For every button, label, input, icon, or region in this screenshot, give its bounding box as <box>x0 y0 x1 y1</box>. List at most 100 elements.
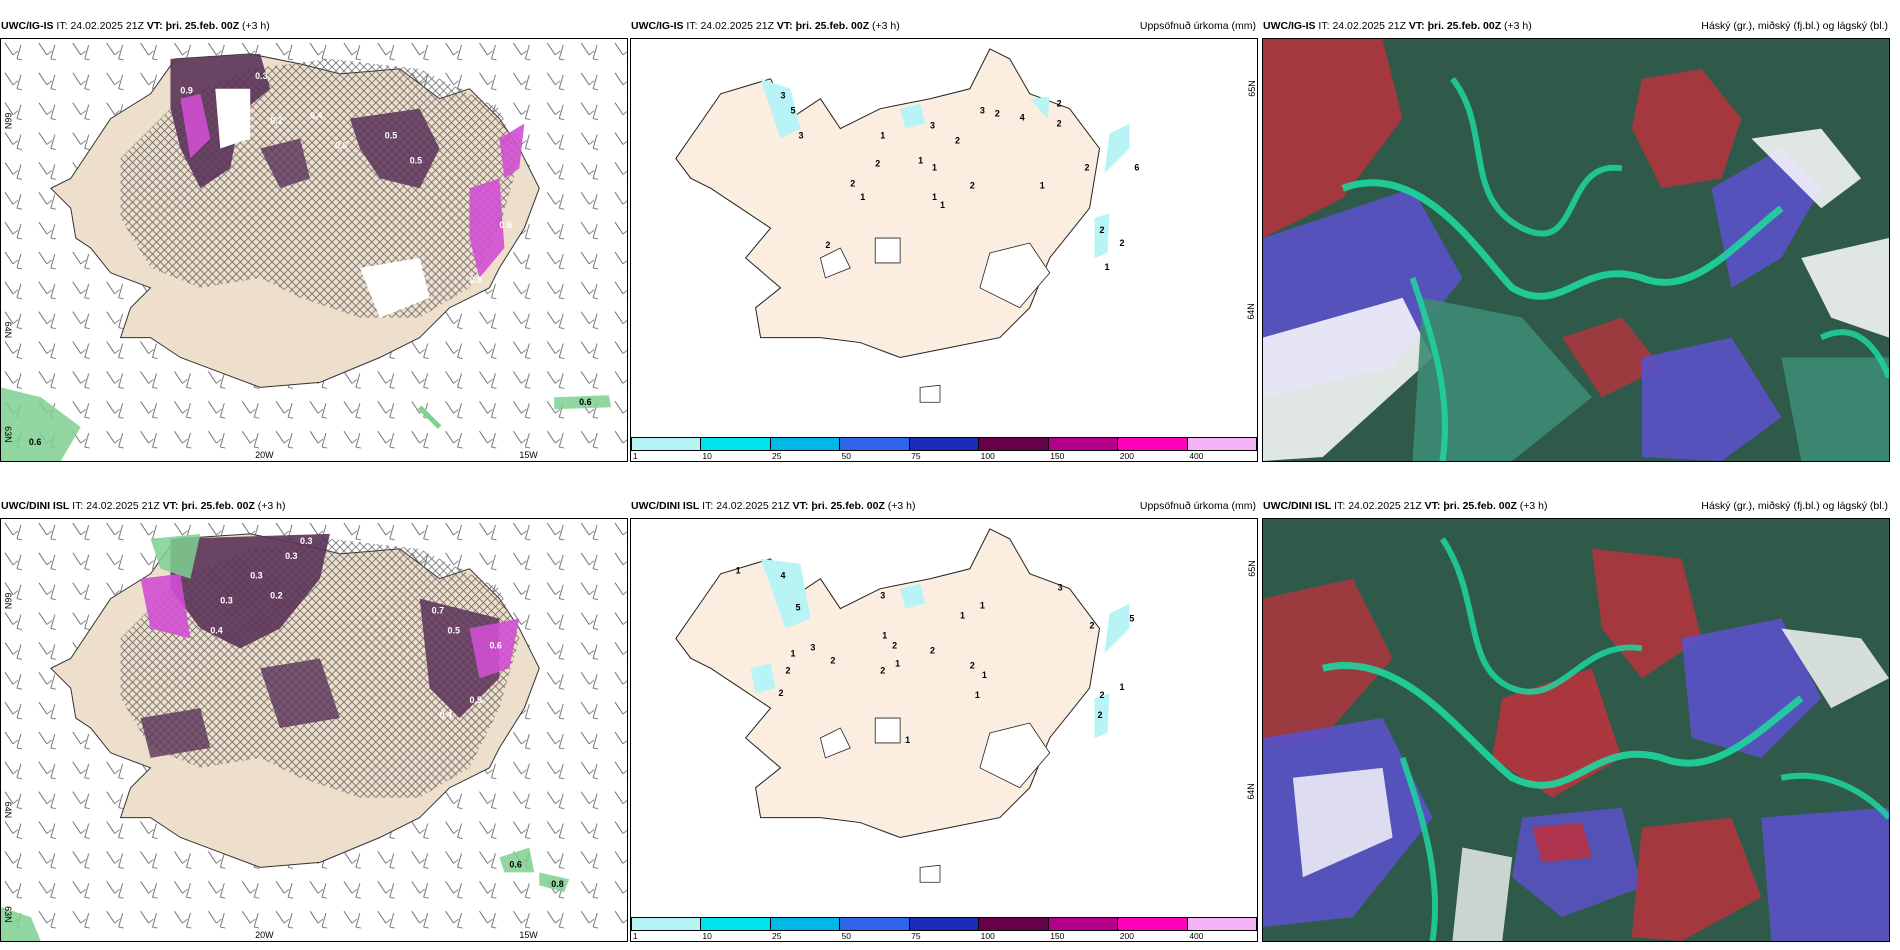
green-blob <box>554 395 612 410</box>
green-value: 0.6 <box>29 437 41 447</box>
colorbar-swatch <box>1048 438 1119 450</box>
lon-label: 15W <box>519 930 538 940</box>
colorbar-tick: 75 <box>911 931 921 941</box>
colorbar-swatch <box>701 918 771 930</box>
colorbar-swatch <box>701 438 771 450</box>
svg-text:2: 2 <box>1100 225 1105 235</box>
glacier-white <box>874 237 901 264</box>
svg-text:1: 1 <box>1040 180 1045 190</box>
map-iceland-precip-type: 0.3 0.3 0.3 0.2 0.4 0.3 0.5 0.7 0.6 0.5 … <box>1 519 627 941</box>
map-frame: 1 4 5 3 2 1 2 2 3 1 2 2 3 1 1 2 1 2 2 1 <box>630 518 1258 942</box>
colorbar-tick: 100 <box>980 451 995 461</box>
colorbar-tick: 1 <box>632 451 638 461</box>
panel-header: UWC/IG-IS IT: 24.02.2025 21Z VT: þri. 25… <box>631 20 900 32</box>
rain-magenta <box>260 658 340 729</box>
svg-text:2: 2 <box>930 645 935 655</box>
panel-header: UWC/DINI ISL IT: 24.02.2025 21Z VT: þri.… <box>631 500 916 512</box>
precip-value: 0.3 <box>300 536 312 546</box>
rain-magenta <box>140 708 211 758</box>
svg-text:2: 2 <box>779 688 784 698</box>
cyan-precip <box>1104 603 1130 654</box>
precip-value: 0.3 <box>285 551 297 561</box>
panel-title: Háský (gr.), miðský (fj.bl.) og lágský (… <box>1701 500 1888 512</box>
svg-text:2: 2 <box>1100 690 1105 700</box>
cyan-precip <box>1104 123 1130 174</box>
svg-text:1: 1 <box>905 735 910 745</box>
colorbar-tick: 75 <box>911 451 921 461</box>
colorbar-tick: 25 <box>771 451 782 461</box>
colorbar-tick: 200 <box>1119 451 1134 461</box>
panel-header: UWC/DINI ISL IT: 24.02.2025 21Z VT: þri.… <box>1263 500 1548 512</box>
green-value: 0.8 <box>551 879 563 889</box>
map-frame: 0.3 0.3 0.3 0.2 0.4 0.3 0.5 0.7 0.6 0.5 … <box>0 518 628 942</box>
svg-text:1: 1 <box>960 611 965 621</box>
map-iceland-accum: 1 4 5 3 2 1 2 2 3 1 2 2 3 1 1 2 1 2 2 1 <box>675 528 1257 883</box>
precip-value: 0.6 <box>499 220 511 230</box>
rain-magenta <box>469 178 505 278</box>
precip-value: 0.7 <box>432 606 444 616</box>
colorbar-swatch <box>840 438 910 450</box>
svg-text:1: 1 <box>975 690 980 700</box>
precip-values: 3 5 3 1 3 2 3 2 4 2 2 1 1 2 2 6 1 1 2 1 <box>781 91 1140 272</box>
svg-text:1: 1 <box>880 131 885 141</box>
colorbar-tick: 10 <box>702 451 712 461</box>
lat-label: 64N <box>1246 303 1256 319</box>
panel-header: UWC/DINI ISL IT: 24.02.2025 21Z VT: þri.… <box>1 500 286 512</box>
svg-text:1: 1 <box>918 155 923 165</box>
colorbar-tick: 150 <box>1050 451 1065 461</box>
glacier-white <box>919 864 941 883</box>
svg-text:1: 1 <box>982 670 987 680</box>
lon-label: 20W <box>255 450 274 460</box>
svg-text:1: 1 <box>736 566 741 576</box>
colorbar-swatch <box>909 438 980 450</box>
unhatched-white <box>215 88 251 149</box>
unhatched-white <box>359 257 430 318</box>
svg-text:3: 3 <box>1058 583 1063 593</box>
svg-text:2: 2 <box>1057 119 1062 129</box>
rain-magenta <box>170 533 330 649</box>
lat-label: 65N <box>1247 80 1257 96</box>
colorbar-tick: 200 <box>1119 931 1134 941</box>
colorbar: 1 10 25 50 75 100 150 200 400 <box>631 437 1257 461</box>
map-iceland-accum: 3 5 3 1 3 2 3 2 4 2 2 1 1 2 2 6 1 1 2 1 <box>675 48 1257 403</box>
precip-value: 0.3 <box>255 71 267 81</box>
svg-text:2: 2 <box>850 178 855 188</box>
precip-value: 0.5 <box>448 625 460 635</box>
lat-label: 64N <box>1246 783 1256 799</box>
svg-text:5: 5 <box>795 603 800 613</box>
svg-text:2: 2 <box>875 158 880 168</box>
svg-text:2: 2 <box>995 109 1000 119</box>
lon-label: 20W <box>255 930 274 940</box>
rain-magenta <box>140 573 191 639</box>
colorbar: 1 10 25 50 75 100 150 200 400 <box>631 917 1257 941</box>
colorbar-tick: 400 <box>1189 451 1204 461</box>
panel-header: UWC/IG-IS IT: 24.02.2025 21Z VT: þri. 25… <box>1 20 270 32</box>
green-blob <box>539 872 570 893</box>
cyan-precip <box>1094 213 1110 258</box>
map-cloud-cover <box>1263 519 1889 941</box>
svg-text:1: 1 <box>1104 262 1109 272</box>
precip-value: 0.5 <box>410 155 422 165</box>
cyan-precip <box>1094 693 1110 738</box>
glacier-white <box>919 384 941 403</box>
panel-cloud-cover-row1: UWC/IG-IS IT: 24.02.2025 21Z VT: þri. 25… <box>1262 16 1890 462</box>
svg-text:5: 5 <box>1129 614 1134 624</box>
map-cloud-cover <box>1263 39 1889 461</box>
panel-precip-type-row2: UWC/DINI ISL IT: 24.02.2025 21Z VT: þri.… <box>0 496 628 942</box>
svg-text:2: 2 <box>825 240 830 250</box>
svg-text:1: 1 <box>940 200 945 210</box>
colorbar-swatch <box>770 918 841 930</box>
colorbar-tick: 1 <box>632 931 638 941</box>
panel-accum-precip-row2: UWC/DINI ISL IT: 24.02.2025 21Z VT: þri.… <box>630 496 1258 942</box>
cyan-precip <box>750 663 776 694</box>
colorbar-tick: 400 <box>1189 931 1204 941</box>
colorbar-swatch <box>909 918 980 930</box>
colorbar-swatch <box>632 438 702 450</box>
colorbar-tick: 25 <box>771 931 782 941</box>
precip-value: 0.5 <box>470 695 482 705</box>
cyan-precip <box>900 103 926 129</box>
panel-precip-type-row1: UWC/IG-IS IT: 24.02.2025 21Z VT: þri. 25… <box>0 16 628 462</box>
svg-text:2: 2 <box>1098 710 1103 720</box>
glacier-white <box>819 247 851 279</box>
svg-text:5: 5 <box>790 106 795 116</box>
